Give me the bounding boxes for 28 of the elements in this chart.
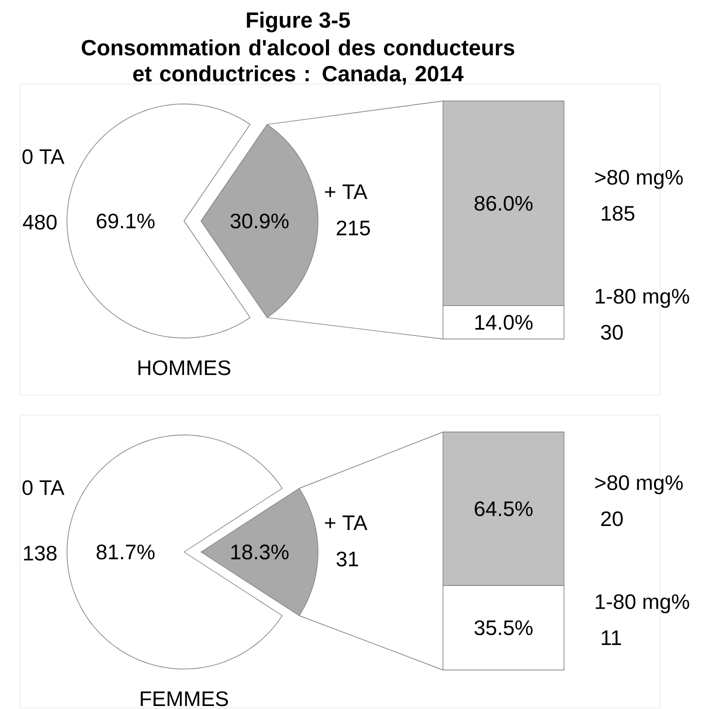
data-label: 86.0% (474, 196, 533, 211)
chart-subtitle: Consommation d'alcool des conducteurs et conductrices : Canada, 2014 (82, 39, 514, 85)
text: FEMMES (140, 691, 228, 706)
slice-label: 0 TA (22, 480, 64, 496)
series-label: 1-80 mg% (596, 594, 690, 614)
data-label: 14.0% (475, 314, 533, 330)
text: 30 (601, 324, 623, 340)
series-label: 1-80 mg% (596, 288, 690, 308)
data-label: 35.5% (474, 620, 533, 636)
slice-label: 0 TA (22, 149, 64, 164)
data-label: 69.1% (96, 214, 155, 228)
text: 31 (336, 552, 358, 566)
chart-title: Figure 3-5 (246, 12, 350, 32)
text: 185 (602, 206, 634, 221)
series-label: >80 mg% (595, 475, 683, 494)
text: 20 (601, 511, 623, 526)
slice-label: + TA (325, 516, 368, 530)
text: 11 (602, 630, 621, 645)
text: 138 (24, 546, 57, 561)
data-label: 64.5% (474, 501, 533, 516)
slice-label: + TA (325, 184, 368, 199)
data-label: 81.7% (96, 544, 155, 560)
text: 480 (22, 214, 57, 230)
text: 215 (336, 220, 370, 236)
data-label: 30.9% (230, 214, 289, 228)
data-label: 18.3% (231, 544, 289, 560)
series-label: >80 mg% (595, 170, 683, 189)
text: HOMMES (138, 360, 230, 376)
